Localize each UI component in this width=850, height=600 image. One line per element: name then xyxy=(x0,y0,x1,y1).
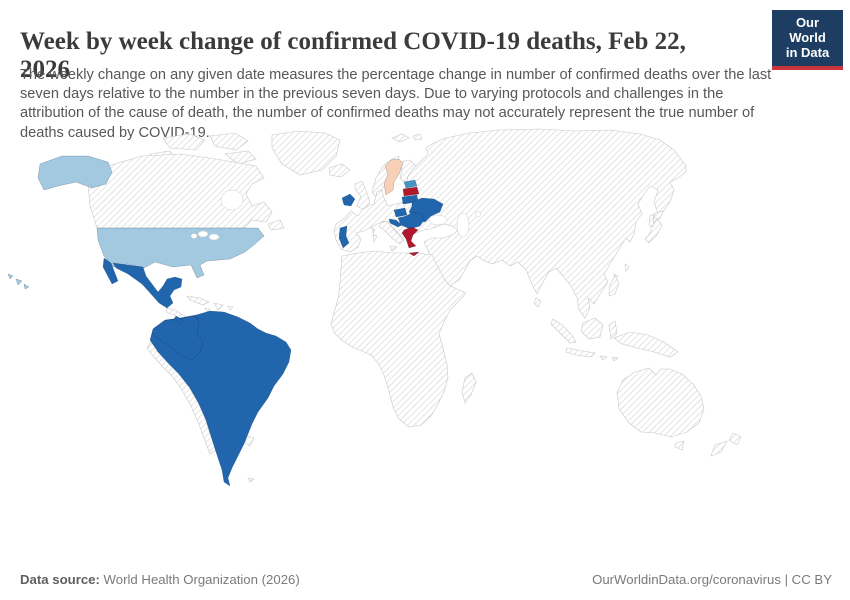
no-data-region[interactable] xyxy=(389,245,398,252)
great-lakes xyxy=(208,233,220,241)
no-data-region[interactable] xyxy=(378,220,405,245)
no-data-region[interactable] xyxy=(412,133,423,141)
no-data-region[interactable] xyxy=(213,302,224,311)
country-united-states[interactable] xyxy=(96,227,265,279)
country-estonia[interactable] xyxy=(403,179,418,189)
no-data-region[interactable] xyxy=(87,153,273,229)
country-ireland[interactable] xyxy=(341,193,356,207)
no-data-region[interactable] xyxy=(674,440,685,451)
page-title: Week by week change of confirmed COVID-1… xyxy=(20,27,686,83)
country-serbia-romania-bulgaria[interactable] xyxy=(397,211,425,230)
no-data-region[interactable] xyxy=(204,307,211,313)
no-data-region[interactable] xyxy=(648,213,655,228)
hudson-bay xyxy=(220,189,244,211)
no-data-region[interactable] xyxy=(580,317,604,340)
no-data-region[interactable] xyxy=(354,180,371,211)
no-data-region[interactable] xyxy=(333,128,687,319)
no-data-region[interactable] xyxy=(599,355,608,361)
no-data-region[interactable] xyxy=(616,367,705,438)
country-portugal[interactable] xyxy=(338,225,350,249)
no-data-region[interactable] xyxy=(608,275,620,297)
country-greece[interactable] xyxy=(401,226,419,249)
no-data-region[interactable] xyxy=(186,295,210,306)
data-countries[interactable] xyxy=(7,155,444,487)
country-united-states-alaska[interactable] xyxy=(37,155,113,191)
no-data-region[interactable] xyxy=(162,133,206,151)
footer-link[interactable]: OurWorldinData.org/coronavirus | CC BY xyxy=(592,572,832,587)
no-data-region[interactable] xyxy=(372,233,378,244)
chart-subtitle: The weekly change on any given date meas… xyxy=(20,66,772,141)
data-source-label: Data source: xyxy=(20,572,100,587)
country-hungary[interactable] xyxy=(393,207,408,218)
world-map-svg xyxy=(7,128,742,487)
country-mexico[interactable] xyxy=(112,262,183,309)
no-data-region[interactable] xyxy=(565,347,596,358)
black-sea xyxy=(428,214,448,226)
data-source-value: World Health Organization (2026) xyxy=(99,572,300,587)
no-data-region[interactable] xyxy=(644,218,663,244)
owid-logo-line1: Our World xyxy=(789,15,826,45)
country-latvia[interactable] xyxy=(402,186,420,197)
country-united-states-hawaii[interactable] xyxy=(7,273,30,290)
no-data-region[interactable] xyxy=(267,219,285,231)
no-data-region[interactable] xyxy=(371,227,376,234)
country-mexico[interactable] xyxy=(102,257,119,285)
no-data-region[interactable] xyxy=(247,477,255,483)
owid-logo[interactable]: Our World in Data xyxy=(772,10,843,70)
no-data-region[interactable] xyxy=(227,305,234,311)
no-data-region[interactable] xyxy=(328,163,351,178)
no-data-region[interactable] xyxy=(624,263,630,272)
no-data-region[interactable] xyxy=(613,331,679,358)
country-sweden[interactable] xyxy=(383,158,404,196)
no-data-region[interactable] xyxy=(271,130,341,176)
no-data-region[interactable] xyxy=(550,318,577,344)
owid-logo-line2: in Data xyxy=(785,45,830,60)
no-data-region[interactable] xyxy=(611,356,619,362)
great-lakes xyxy=(197,230,209,238)
world-map[interactable] xyxy=(0,126,850,498)
no-data-region[interactable] xyxy=(224,150,257,165)
country-costa-rica[interactable] xyxy=(173,315,184,325)
chart-footer: Data source: World Health Organization (… xyxy=(20,572,832,587)
no-data-region[interactable] xyxy=(728,432,742,446)
no-data-region[interactable] xyxy=(533,297,542,308)
no-data-region[interactable] xyxy=(710,440,728,457)
great-lakes xyxy=(190,233,198,239)
map-legend: No data -100% -50% -25% -10% 0% 10% 25% … xyxy=(0,500,850,558)
no-data-region[interactable] xyxy=(461,372,477,404)
aral-sea xyxy=(475,210,481,218)
no-data-region[interactable] xyxy=(391,133,410,143)
no-data-landmasses[interactable] xyxy=(87,128,742,483)
caspian-sea xyxy=(456,212,470,238)
no-data-region[interactable] xyxy=(209,132,249,151)
no-data-region[interactable] xyxy=(608,320,618,340)
no-data-region[interactable] xyxy=(330,250,467,428)
water-bodies xyxy=(190,189,481,241)
country-greece-crete[interactable] xyxy=(408,251,420,257)
country-croatia[interactable] xyxy=(388,218,403,228)
no-data-region[interactable] xyxy=(653,210,664,220)
